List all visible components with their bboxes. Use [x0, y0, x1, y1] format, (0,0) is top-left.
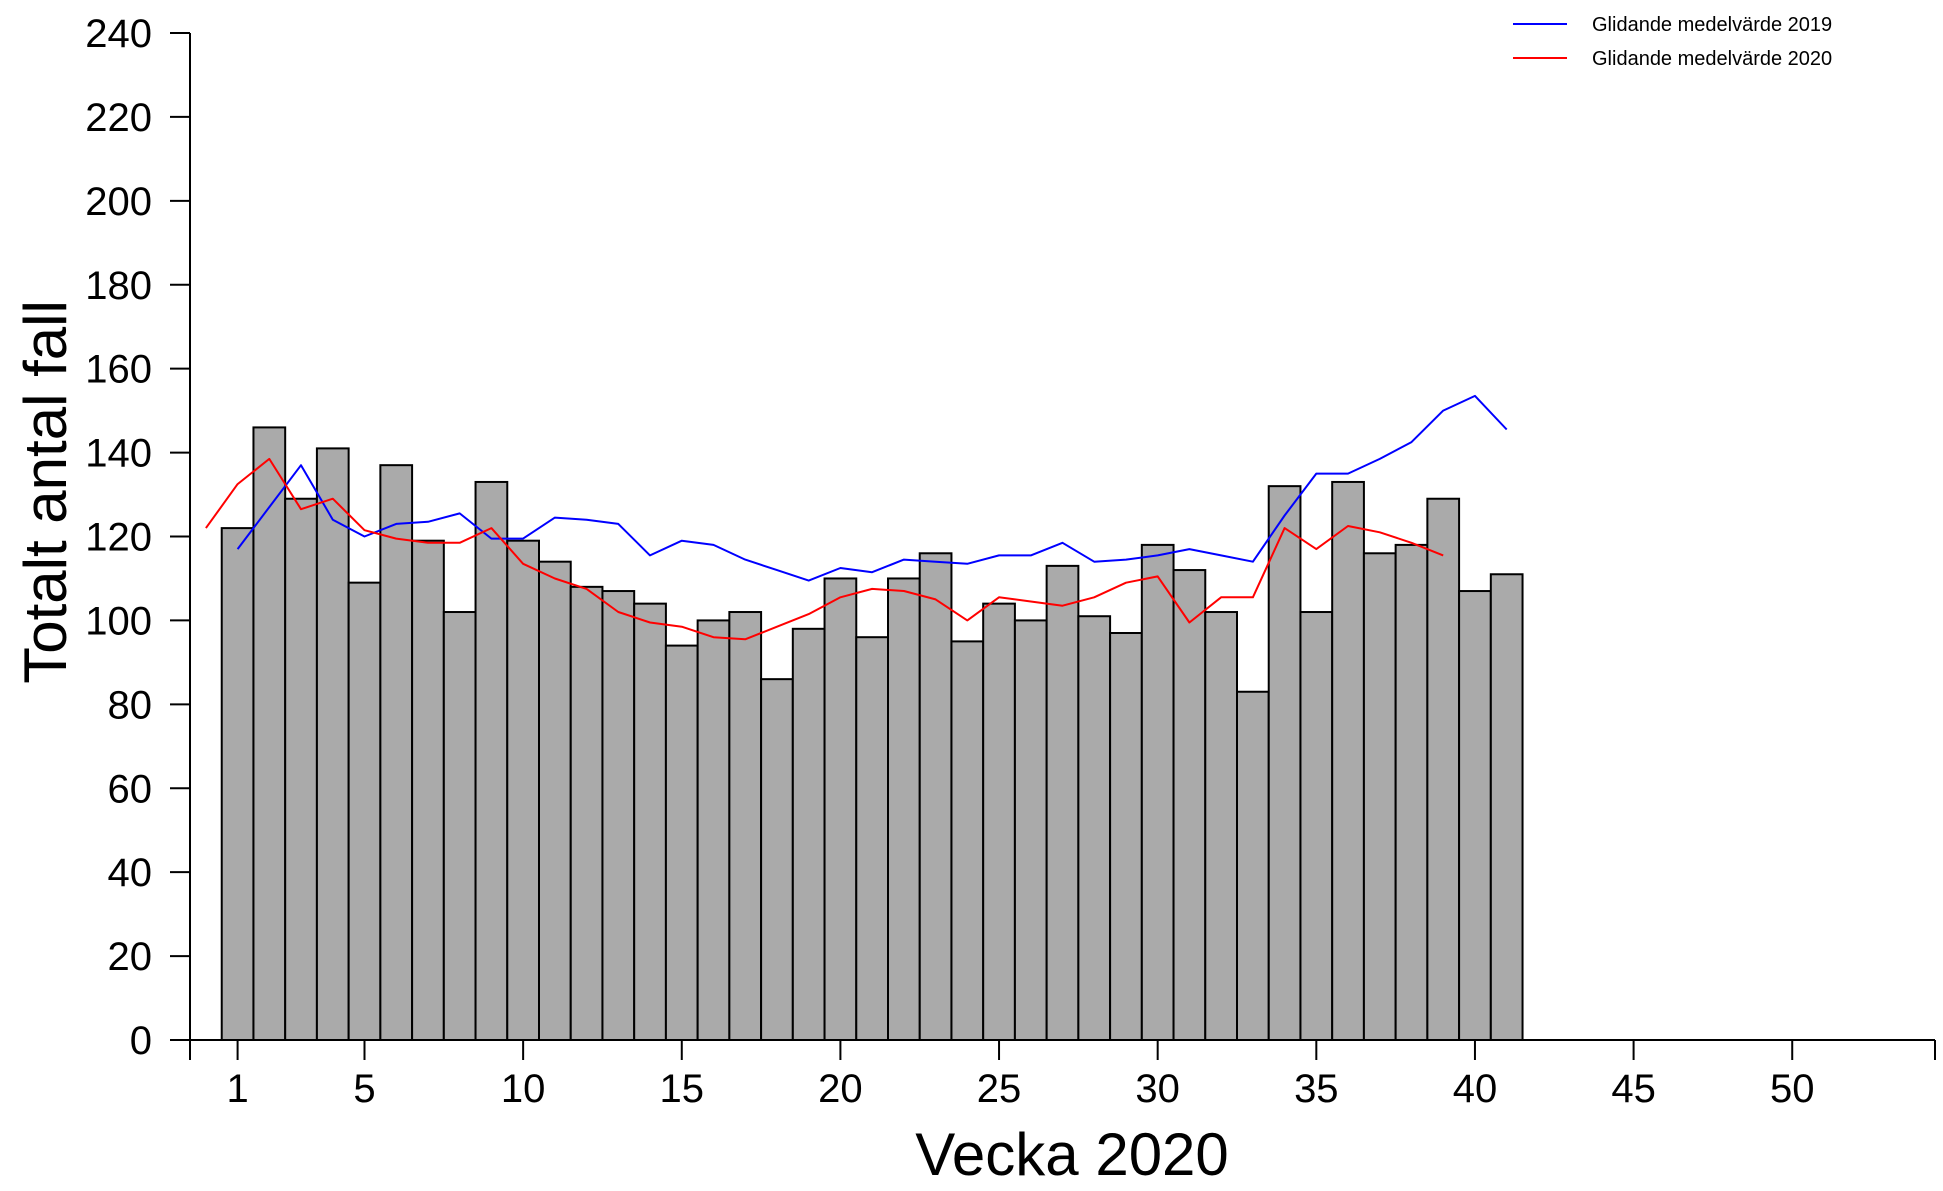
series-line-2: [205, 457, 1444, 641]
bar-week-4: [315, 447, 350, 1041]
bar-week-6: [379, 464, 414, 1041]
bar-week-20: [823, 577, 858, 1041]
bar-week-2: [252, 426, 287, 1041]
x-axis: 1 5 10 15 20 25 30 35 40 45 50: [189, 1039, 1936, 1111]
x-axis-title: Vecka 2020: [915, 1121, 1229, 1188]
y-axis: 0 20 40 60 80 100 120 140 160 180 200 220 240: [85, 12, 191, 1063]
bar-week-12: [569, 585, 604, 1041]
bar-week-17: [728, 611, 763, 1042]
bar-week-5: [347, 581, 382, 1041]
bar-week-23: [918, 552, 953, 1041]
y-tick-label-140: 140: [85, 432, 152, 476]
legend-label-2: Glidande medelvärde 2020: [1592, 48, 1832, 70]
bar-week-26: [1013, 619, 1048, 1042]
y-axis-title: Totalt antal fall: [12, 300, 79, 684]
x-tick-label-45: 45: [1611, 1067, 1656, 1111]
bar-week-30: [1140, 543, 1175, 1041]
bar-week-38: [1394, 543, 1429, 1041]
y-tick-label-20: 20: [108, 935, 153, 979]
bar-week-29: [1109, 632, 1143, 1041]
bar-week-15: [664, 644, 699, 1041]
bar-week-18: [760, 678, 794, 1041]
bar-week-40: [1458, 590, 1492, 1041]
legend: Glidande medelvärde 2019 Glidande medelvä…: [1513, 14, 1832, 70]
y-tick-label-60: 60: [108, 767, 153, 811]
bar-week-8: [442, 611, 477, 1042]
y-tick-label-80: 80: [108, 683, 153, 727]
legend-label-1: Glidande medelvärde 2019: [1592, 14, 1832, 36]
bar-week-34: [1267, 485, 1302, 1041]
bar-week-11: [538, 560, 572, 1041]
bar-week-9: [474, 480, 509, 1041]
x-tick-label-15: 15: [660, 1067, 705, 1111]
bar-week-22: [887, 577, 921, 1041]
x-tick-label-1: 1: [226, 1067, 248, 1111]
y-tick-label-220: 220: [85, 96, 152, 140]
x-tick-label-30: 30: [1135, 1067, 1180, 1111]
bar-week-16: [696, 619, 731, 1042]
bar-week-33: [1236, 690, 1270, 1042]
x-tick-label-40: 40: [1453, 1067, 1498, 1111]
x-tick-label-25: 25: [977, 1067, 1022, 1111]
x-tick-label-50: 50: [1770, 1067, 1815, 1111]
bar-week-36: [1331, 480, 1365, 1041]
y-tick-label-200: 200: [85, 180, 152, 224]
bar-week-39: [1426, 497, 1461, 1041]
x-tick-label-20: 20: [818, 1067, 863, 1111]
bars-group: [220, 426, 1524, 1042]
y-tick-label-40: 40: [108, 851, 153, 895]
bar-week-21: [855, 636, 889, 1041]
bar-week-19: [791, 627, 826, 1042]
bar-week-31: [1172, 569, 1207, 1041]
bar-week-13: [601, 590, 636, 1041]
y-tick-label-180: 180: [85, 264, 152, 308]
bar-week-1: [220, 527, 255, 1041]
y-tick-label-100: 100: [85, 599, 152, 643]
bar-week-24: [950, 640, 985, 1041]
y-tick-label-240: 240: [85, 12, 152, 56]
x-tick-label-10: 10: [501, 1067, 546, 1111]
y-tick-label-0: 0: [130, 1019, 152, 1063]
bar-week-35: [1299, 611, 1334, 1042]
bar-week-10: [506, 539, 541, 1042]
series-line-1: [236, 394, 1508, 582]
bar-week-27: [1045, 564, 1080, 1042]
bar-week-37: [1362, 552, 1397, 1041]
bar-week-7: [411, 539, 445, 1042]
bar-week-14: [633, 602, 667, 1042]
y-tick-label-160: 160: [85, 348, 152, 392]
x-tick-label-35: 35: [1294, 1067, 1339, 1111]
bar-week-28: [1077, 615, 1112, 1041]
lines-group: [205, 394, 1508, 641]
bar-week-25: [982, 602, 1016, 1042]
bar-week-32: [1204, 611, 1238, 1042]
bar-week-3: [284, 497, 318, 1041]
y-tick-label-120: 120: [85, 516, 152, 560]
bar-week-41: [1489, 573, 1524, 1041]
x-tick-label-5: 5: [353, 1067, 375, 1111]
